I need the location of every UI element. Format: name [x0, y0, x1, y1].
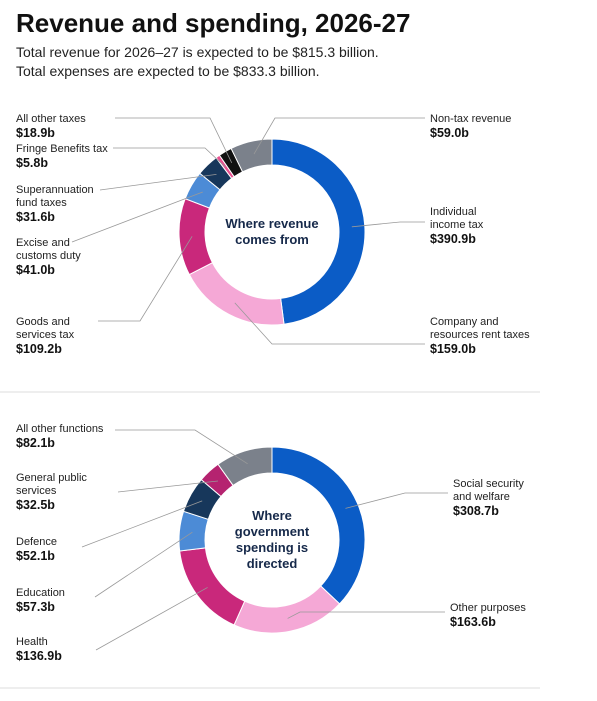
category-name: Individual income tax — [430, 206, 484, 231]
category-name: All other functions — [16, 423, 104, 435]
segment-label: Individual income tax $390.9b — [430, 206, 500, 247]
value-label: $18.9b — [16, 126, 55, 140]
segment-label: Non-tax revenue $59.0b — [430, 113, 540, 141]
value-label: $109.2b — [16, 342, 62, 356]
leader-line — [71, 191, 203, 243]
segment-label: All other functions $82.1b — [16, 423, 136, 451]
category-name: Non-tax revenue — [430, 113, 512, 125]
category-name: Health — [16, 636, 48, 648]
value-label: $390.9b — [430, 232, 476, 246]
segment-label: Fringe Benefits tax $5.8b — [16, 143, 136, 171]
leader-line — [94, 531, 193, 598]
leader-line — [99, 173, 217, 191]
center-label: Where revenue comes from — [225, 216, 319, 247]
segment-label: Superannuation fund taxes $31.6b — [16, 184, 106, 225]
leader-line — [81, 500, 203, 548]
category-name: Social security and welfare — [453, 478, 524, 503]
value-label: $59.0b — [430, 126, 469, 140]
leader-line — [98, 236, 193, 322]
value-label: $82.1b — [16, 436, 55, 450]
center-label: Where government spending is directed — [234, 508, 310, 571]
value-label: $32.5b — [16, 498, 55, 512]
leader-line — [115, 429, 248, 465]
value-label: $31.6b — [16, 210, 55, 224]
subtitle: Total revenue for 2026–27 is expected to… — [16, 44, 379, 60]
value-label: $41.0b — [16, 263, 55, 277]
donut-segment — [178, 198, 214, 276]
category-name: Education — [16, 587, 65, 599]
category-name: Company and resources rent taxes — [430, 316, 530, 341]
segment-label: Defence $52.1b — [16, 536, 96, 564]
leader-line — [345, 492, 448, 509]
category-name: Superannuation fund taxes — [16, 184, 94, 209]
leader-line — [351, 221, 425, 228]
value-label: $159.0b — [430, 342, 476, 356]
leader-line — [234, 302, 425, 345]
leader-line — [253, 117, 425, 155]
category-name: Goods and services tax — [16, 316, 75, 341]
leader-line — [95, 587, 208, 651]
donut-segment — [188, 261, 285, 326]
value-label: $163.6b — [450, 615, 496, 629]
segment-label: General public services $32.5b — [16, 472, 106, 513]
subtitle: Total expenses are expected to be $833.3… — [16, 63, 320, 79]
donut-segment — [271, 138, 366, 325]
category-name: Excise and customs duty — [16, 237, 81, 262]
donut-segment — [233, 585, 341, 634]
category-name: General public services — [16, 472, 87, 497]
donut-segment — [230, 138, 273, 173]
segment-label: Other purposes $163.6b — [450, 602, 560, 630]
value-label: $136.9b — [16, 649, 62, 663]
segment-label: Education $57.3b — [16, 587, 96, 615]
value-label: $5.8b — [16, 156, 48, 170]
category-name: Defence — [16, 536, 57, 548]
donut-segment — [217, 446, 273, 487]
title: Revenue and spending, 2026-27 — [16, 8, 411, 38]
category-name: Other purposes — [450, 602, 526, 614]
segment-label: Excise and customs duty $41.0b — [16, 237, 91, 278]
value-label: $52.1b — [16, 549, 55, 563]
leader-line — [287, 611, 445, 619]
segment-label: Social security and welfare $308.7b — [453, 478, 543, 519]
segment-label: Company and resources rent taxes $159.0b — [430, 316, 540, 357]
segment-label: All other taxes $18.9b — [16, 113, 136, 141]
category-name: Fringe Benefits tax — [16, 143, 108, 155]
category-name: All other taxes — [16, 113, 86, 125]
leader-line — [113, 147, 226, 168]
leader-line — [117, 480, 219, 493]
leader-line — [115, 117, 233, 164]
value-label: $57.3b — [16, 600, 55, 614]
value-label: $308.7b — [453, 504, 499, 518]
segment-label: Goods and services tax $109.2b — [16, 316, 91, 357]
segment-label: Health $136.9b — [16, 636, 96, 664]
